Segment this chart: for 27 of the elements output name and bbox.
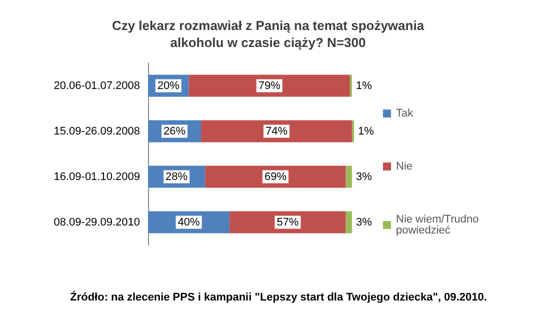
data-label: 28%	[166, 170, 188, 183]
y-tick-label: 08.09-29.09.2010	[54, 216, 140, 228]
data-label: 3%	[356, 216, 372, 228]
data-label: 40%	[178, 216, 200, 228]
data-label: 3%	[356, 170, 372, 183]
data-label: 1%	[358, 125, 374, 138]
text: Źródło: na zlecenie PPS i kampanii "Lepszy start dla Twojego dziecka", 09.2010.	[70, 290, 487, 304]
data-label: 1%	[356, 80, 372, 92]
data-label: 57%	[276, 216, 299, 228]
data-label: 69%	[264, 170, 287, 183]
y-tick-label: 16.09-01.10.2009	[54, 170, 140, 183]
data-label: 20%	[157, 80, 180, 92]
bar	[230, 211, 346, 234]
bar	[346, 166, 352, 188]
data-label: 74%	[265, 125, 288, 138]
bar	[201, 120, 352, 142]
y-tick-label: 20.06-01.07.2008	[54, 80, 140, 92]
legend-label: Tak	[396, 108, 414, 120]
legend-label: Nie wiem/Trudno powiedzieć	[396, 214, 482, 236]
bar	[346, 211, 352, 234]
bar	[188, 74, 350, 97]
y-tick-label: 15.09-26.09.2008	[54, 125, 140, 138]
chart-title: Czy lekarz rozmawiał z Panią na temat spożywania alkoholu w czasie ciąży? N=300	[112, 18, 425, 50]
data-label: 26%	[164, 125, 186, 138]
legend-label: Nie	[396, 160, 413, 172]
bar	[205, 166, 346, 188]
data-label: 79%	[258, 80, 281, 92]
